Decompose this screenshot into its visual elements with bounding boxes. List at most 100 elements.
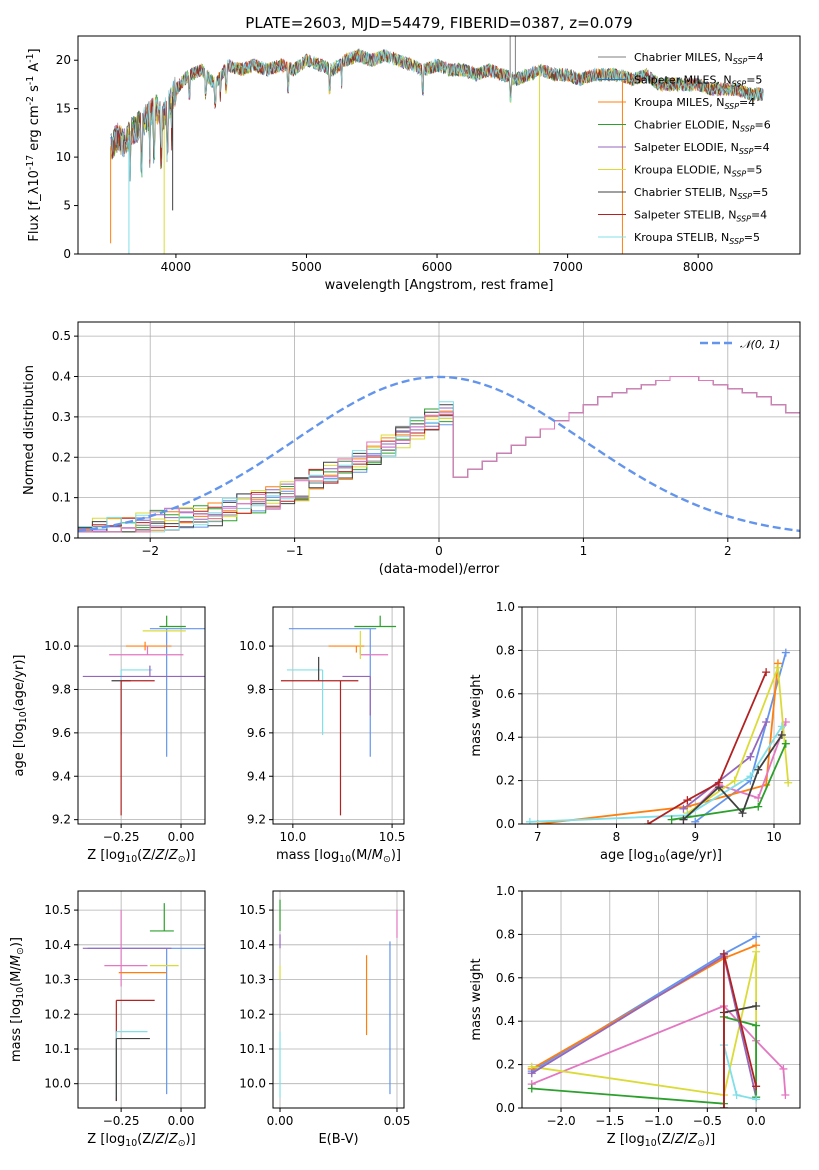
- y-tick-label: 0.8: [496, 927, 515, 941]
- y-tick-label: 0.4: [496, 1014, 515, 1028]
- series-marker: [762, 668, 771, 677]
- spectrum-line: [110, 49, 764, 182]
- series-marker: [752, 932, 761, 941]
- plot-area: [527, 932, 790, 1108]
- series-marker: [754, 793, 763, 802]
- y-tick-label: 10.5: [239, 903, 266, 917]
- series-marker: [762, 718, 771, 727]
- axes-frame: [77, 35, 801, 255]
- y-tick-label: 10.0: [239, 639, 266, 653]
- y-tick-label: 9.4: [52, 769, 71, 783]
- x-tick-label: −1: [286, 544, 304, 558]
- series-marker: [527, 1084, 536, 1093]
- series-marker: [777, 722, 786, 731]
- axes-frame: [272, 890, 405, 1109]
- y-tick-label: 10.3: [44, 973, 71, 987]
- x-tick-label: 2: [724, 544, 732, 558]
- series-marker: [719, 949, 728, 958]
- y-tick-label: 0.4: [496, 730, 515, 744]
- mass-vs-z-panel: −0.25 0.00 10.0 10.1 10.2 10.3 10.4 10.5 Z [log1…: [9, 890, 206, 1149]
- series-marker: [732, 1090, 741, 1099]
- mass-weight-z-panel: −2.0 −1.5 −1.0 −0.5 0.0 0.0 0.2 0.4 0.6 0.8 1.0 Z […: [469, 884, 801, 1149]
- series-marker: [527, 1069, 536, 1078]
- y-tick-label: 10.4: [239, 938, 266, 952]
- y-tick-label: 0.0: [496, 1101, 515, 1115]
- series-line: [531, 951, 757, 1098]
- y-tick-label: 0.0: [496, 817, 515, 831]
- x-tick-label: −2: [141, 544, 159, 558]
- series-line: [529, 725, 783, 823]
- y-tick-label: 1.0: [496, 884, 515, 898]
- series-line: [537, 663, 779, 824]
- plot-area: [78, 375, 800, 533]
- series-marker: [679, 815, 688, 824]
- y-tick-label: 0.1: [52, 491, 71, 505]
- y-axis-label: mass [log10(M/M⊙)]: [9, 937, 26, 1062]
- x-tick-label: 10.5: [379, 830, 406, 844]
- chart-title: PLATE=2603, MJD=54479, FIBERID=0387, z=0…: [245, 14, 632, 32]
- x-axis-label: Z [log10(Z/Z/Z⊙)]: [87, 848, 195, 865]
- y-tick-label: 0.2: [52, 450, 71, 464]
- legend-label: Kroupa ELODIE, NSSP=5: [634, 164, 762, 179]
- x-tick-label: 7000: [552, 260, 583, 274]
- y-tick-label: 9.4: [247, 769, 266, 783]
- x-tick-label: 1: [580, 544, 588, 558]
- legend-label: Chabrier STELIB, NSSP=5: [634, 186, 768, 201]
- y-tick-label: 0.6: [496, 971, 515, 985]
- x-axis-label: (data-model)/error: [379, 562, 500, 577]
- y-tick-label: 10.1: [44, 1042, 71, 1056]
- y-tick-label: 10.2: [44, 1007, 71, 1021]
- y-tick-label: 10.0: [239, 1077, 266, 1091]
- y-tick-label: 9.2: [52, 813, 71, 827]
- series-marker: [752, 947, 761, 956]
- y-tick-label: 10.5: [44, 903, 71, 917]
- x-axis-label: wavelength [Angstrom, rest frame]: [325, 278, 554, 293]
- series-marker: [679, 804, 688, 813]
- series-marker: [784, 778, 793, 787]
- series-marker: [746, 772, 755, 781]
- x-tick-label: 8: [613, 830, 621, 844]
- y-tick-label: 10: [56, 150, 71, 164]
- y-tick-label: 0: [63, 247, 71, 261]
- y-tick-label: 0.0: [52, 531, 71, 545]
- y-tick-label: 10.3: [239, 973, 266, 987]
- axes-frame: [77, 890, 206, 1109]
- y-tick-label: 9.8: [247, 682, 266, 696]
- x-tick-label: 4000: [161, 260, 192, 274]
- series-marker: [752, 1021, 761, 1030]
- legend-label: Chabrier ELODIE, NSSP=6: [634, 119, 771, 134]
- y-tick-label: 9.6: [52, 726, 71, 740]
- y-tick-label: 9.2: [247, 813, 266, 827]
- y-tick-label: 10.2: [239, 1007, 266, 1021]
- x-axis-label: Z [log10(Z/Z/Z⊙)]: [607, 1132, 715, 1149]
- x-tick-label: 0.00: [267, 1114, 294, 1128]
- x-axis-label: Z [log10(Z/Z/Z⊙)]: [87, 1132, 195, 1149]
- series-marker: [779, 1064, 788, 1073]
- x-tick-label: 9: [691, 830, 699, 844]
- y-tick-label: 0.6: [496, 687, 515, 701]
- x-axis-label: mass [log10(M/M⊙)]: [276, 848, 401, 865]
- x-tick-label: −0.25: [103, 1114, 140, 1128]
- series-line: [647, 671, 767, 824]
- residual-panel: −2 −1 0 1 2 0.0 0.1 0.2 0.3 0.4 0.5 (data-model)/er…: [22, 321, 801, 577]
- legend-label: Kroupa STELIB, NSSP=5: [634, 231, 760, 246]
- x-tick-label: 0: [435, 544, 443, 558]
- series-marker: [752, 1002, 761, 1011]
- series-marker: [719, 1104, 728, 1108]
- series-marker: [752, 1082, 761, 1091]
- y-axis-label: Normed distribution: [22, 365, 37, 495]
- series-line: [531, 1015, 757, 1105]
- plot-area: [82, 903, 205, 1102]
- series-marker: [773, 663, 782, 672]
- y-tick-label: 5: [63, 199, 71, 213]
- x-tick-label: −1.0: [644, 1114, 673, 1128]
- x-tick-label: 0.05: [384, 1114, 411, 1128]
- series-marker: [667, 815, 676, 824]
- spectrum-panel: 4000 5000 6000 7000 8000 0 5 10 15 20 wavelength […: [25, 14, 801, 293]
- x-tick-label: 8000: [683, 260, 714, 274]
- y-tick-label: 0.2: [496, 774, 515, 788]
- x-tick-label: 0.00: [168, 1114, 195, 1128]
- series-marker: [754, 802, 763, 811]
- series-marker: [777, 731, 786, 740]
- x-axis-label: E(B-V): [318, 1132, 358, 1147]
